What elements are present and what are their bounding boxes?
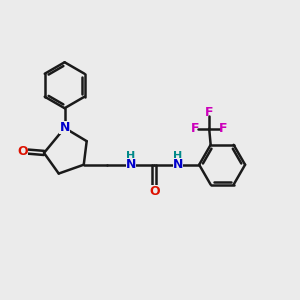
Text: O: O (17, 145, 28, 158)
Text: N: N (59, 122, 70, 134)
Text: F: F (205, 106, 213, 119)
Text: F: F (190, 122, 199, 135)
Text: O: O (149, 185, 160, 198)
Text: N: N (126, 158, 136, 171)
Text: H: H (173, 152, 183, 161)
Text: N: N (173, 158, 183, 171)
Text: H: H (126, 152, 136, 161)
Text: F: F (219, 122, 228, 135)
